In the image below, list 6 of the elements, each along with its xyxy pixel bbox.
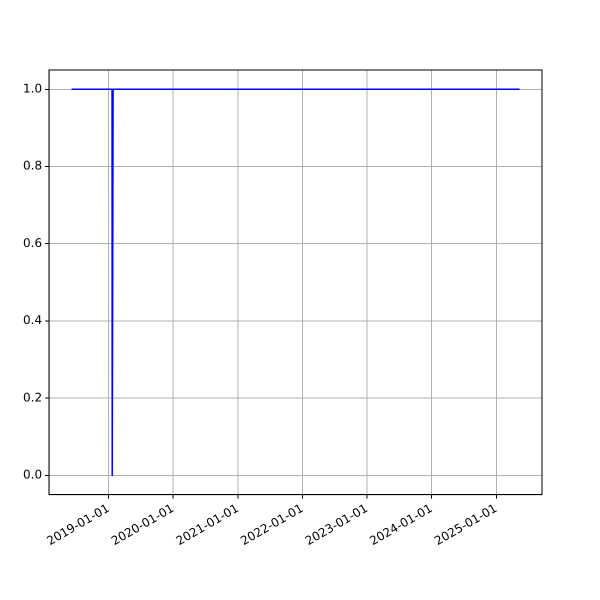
y-tick-label: 0.0 [22, 467, 42, 482]
y-tick-label: 0.4 [22, 313, 42, 328]
y-tick-label: 0.6 [22, 236, 42, 250]
y-tick-label: 0.2 [22, 390, 42, 404]
y-tick-label: 1.0 [22, 81, 42, 96]
y-tick-label: 0.8 [22, 158, 42, 173]
